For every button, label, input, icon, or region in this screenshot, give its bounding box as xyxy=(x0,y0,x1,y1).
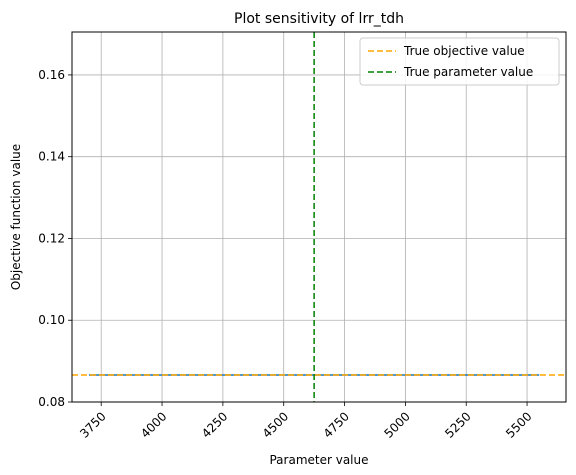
reference-lines xyxy=(72,32,566,402)
chart-title: Plot sensitivity of lrr_tdh xyxy=(234,11,404,27)
plot-area-frame xyxy=(71,31,567,403)
x-tick-label: 5500 xyxy=(503,409,534,440)
x-tick-label: 3750 xyxy=(77,409,108,440)
y-tick-label: 0.16 xyxy=(38,68,65,82)
y-axis: 0.08 0.10 0.12 0.14 0.16 xyxy=(38,68,72,409)
x-tick-label: 4250 xyxy=(199,409,230,440)
legend: True objective value True parameter value xyxy=(359,37,560,86)
x-tick-label: 4000 xyxy=(138,409,169,440)
x-tick-label: 4500 xyxy=(260,409,291,440)
y-tick-label: 0.14 xyxy=(38,150,65,164)
x-axis-label: Parameter value xyxy=(269,453,368,467)
x-tick-label: 5250 xyxy=(442,409,473,440)
y-tick-label: 0.08 xyxy=(38,395,65,409)
legend-label: True parameter value xyxy=(403,65,533,79)
x-tick-label: 4750 xyxy=(321,409,352,440)
legend-box xyxy=(359,37,560,86)
grid xyxy=(72,32,566,403)
x-axis: 3750 4000 4250 4500 4750 5000 5250 5500 xyxy=(77,402,535,441)
y-tick-label: 0.12 xyxy=(38,231,65,245)
y-axis-label: Objective function value xyxy=(9,144,23,290)
x-tick-label: 5000 xyxy=(381,409,412,440)
legend-label: True objective value xyxy=(403,44,525,58)
y-tick-label: 0.10 xyxy=(38,313,65,327)
